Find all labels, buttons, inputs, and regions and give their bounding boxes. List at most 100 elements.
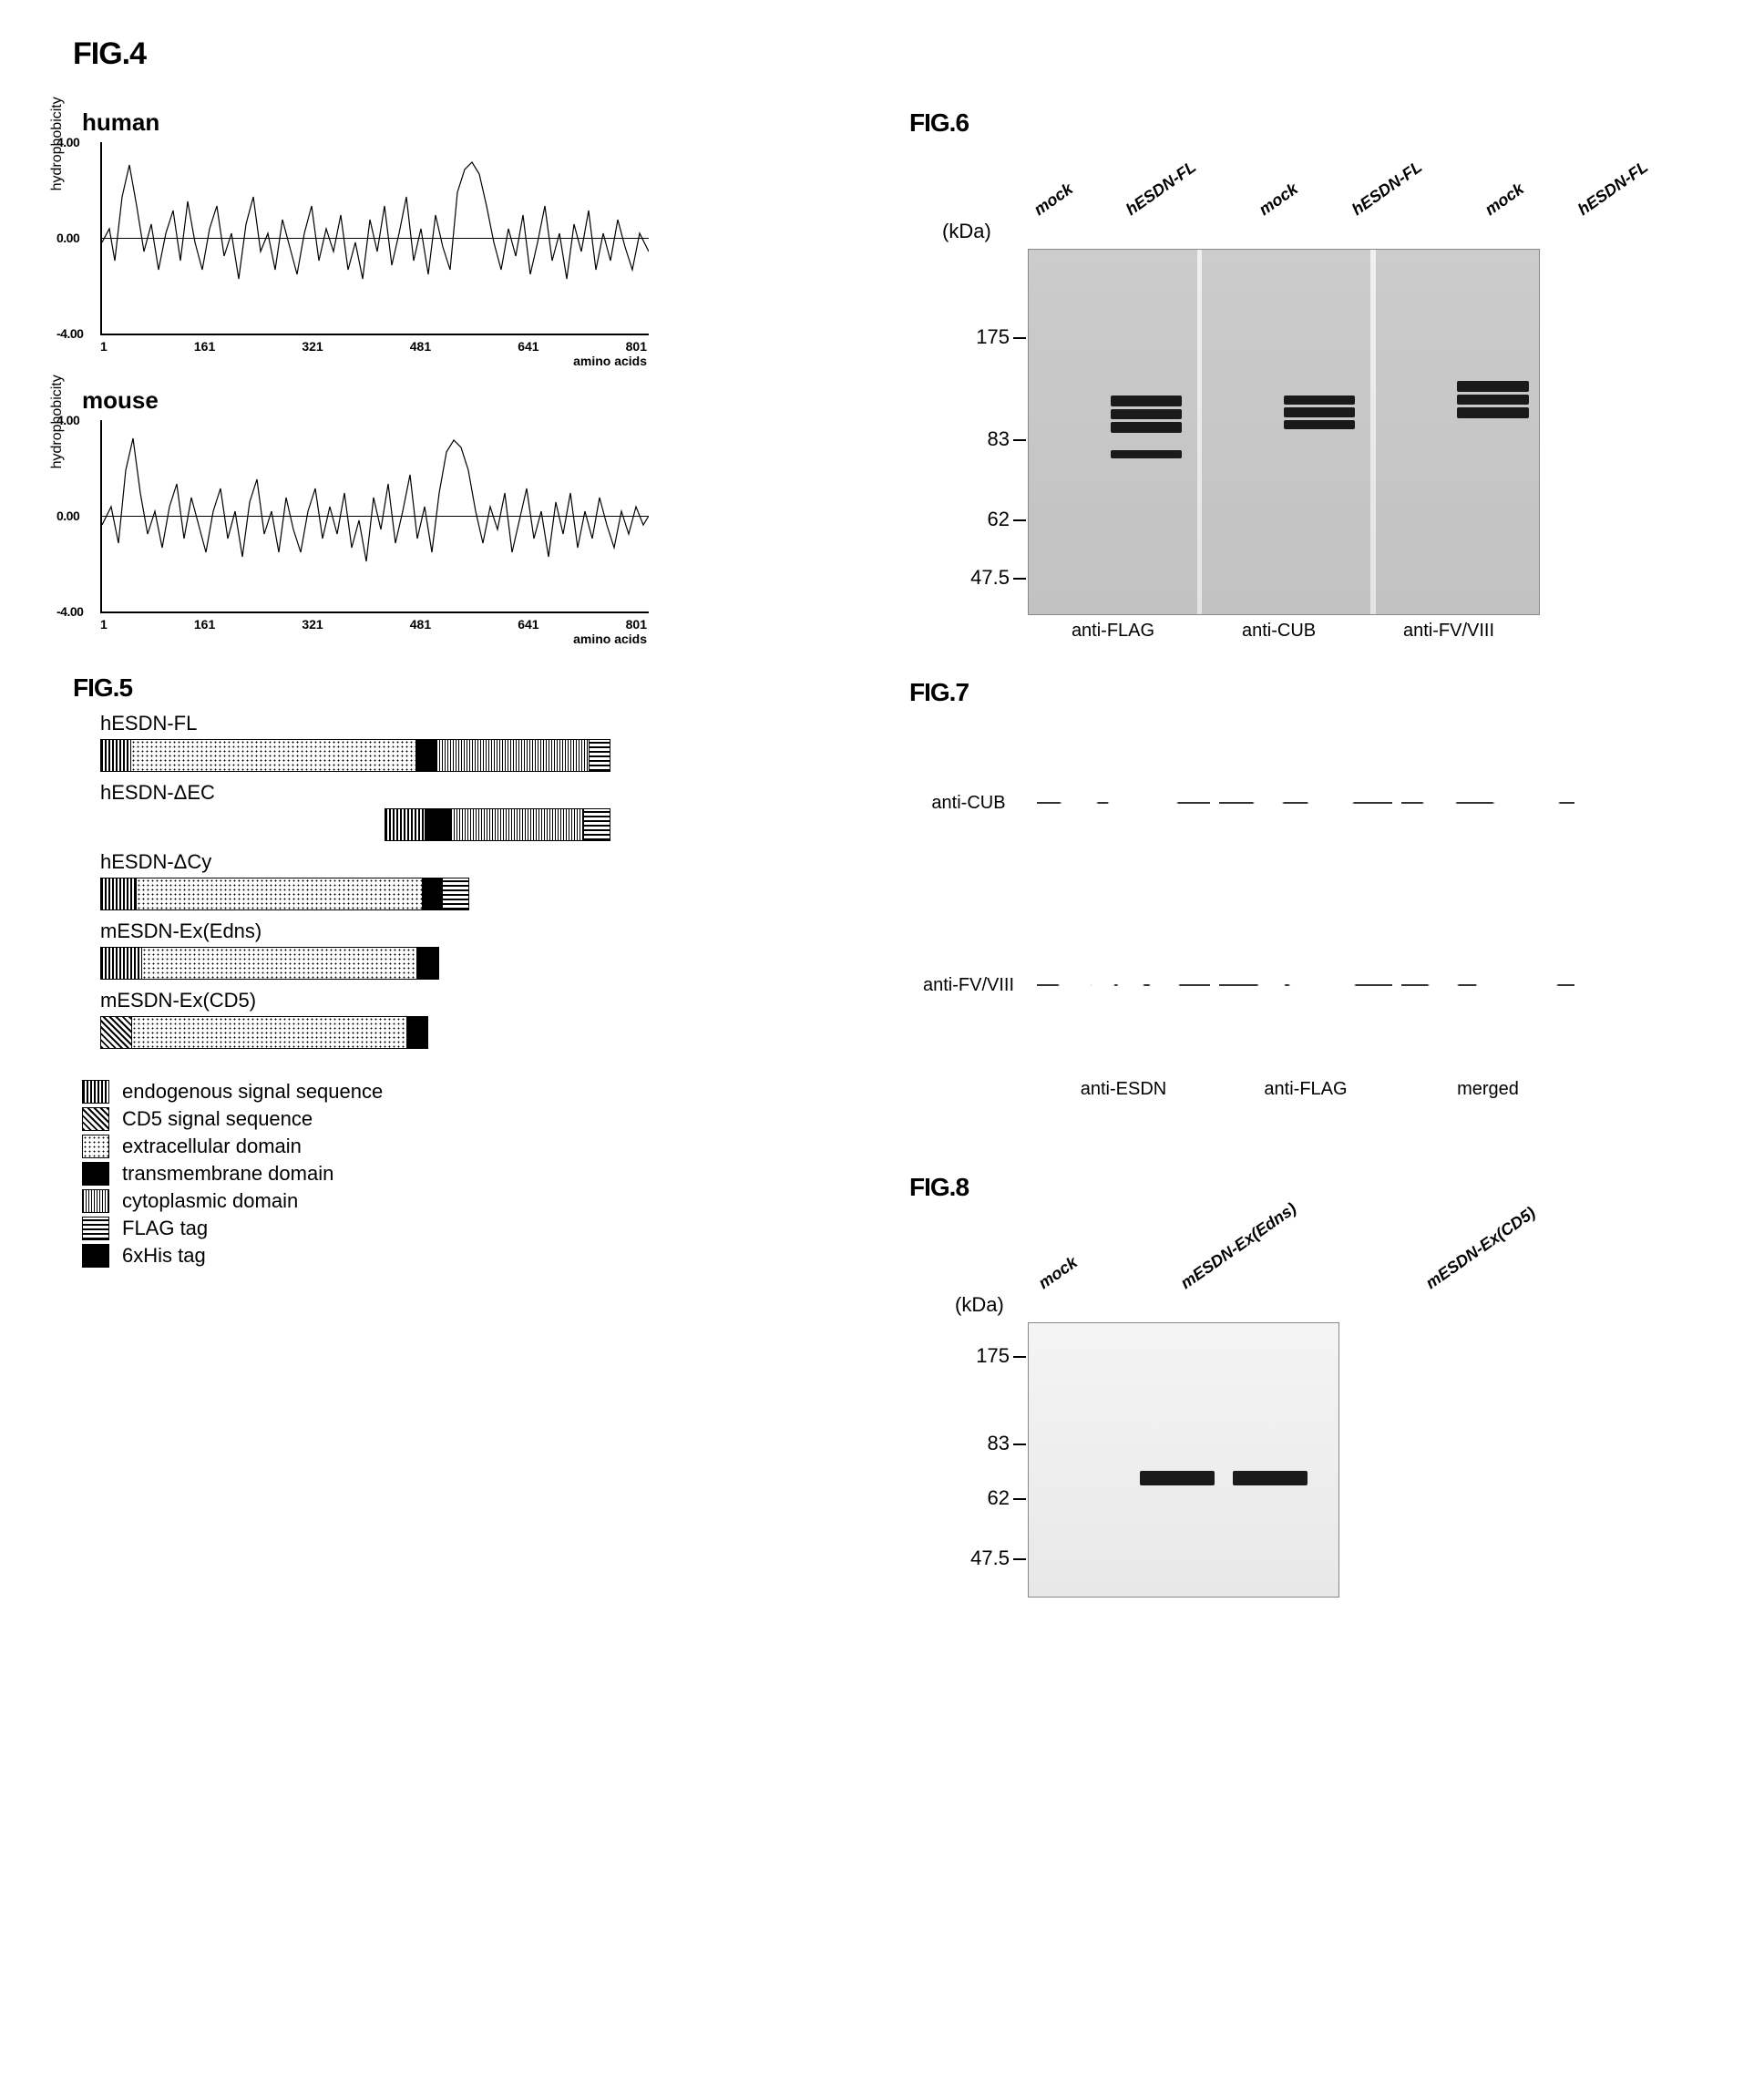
segment-his <box>407 1017 427 1048</box>
segment-flag <box>590 740 610 771</box>
segment-ec <box>131 740 415 771</box>
micro-row-label: anti-FV/VIII <box>909 975 1028 996</box>
legend-row: endogenous signal sequence <box>82 1080 855 1104</box>
legend-text: extracellular domain <box>122 1135 302 1158</box>
blot-band <box>1111 450 1182 458</box>
legend-text: endogenous signal sequence <box>122 1080 383 1104</box>
legend-swatch-his <box>82 1244 109 1268</box>
microscopy-cell <box>1219 984 1392 986</box>
fig6-blot: mockhESDN-FLmockhESDN-FLmockhESDN-FL (kD… <box>909 147 1691 642</box>
lane-label: mock <box>1256 180 1302 220</box>
fig7-label: FIG.7 <box>909 678 1691 707</box>
fig8-label: FIG.8 <box>909 1173 969 1202</box>
western-blot-image <box>1028 1322 1339 1598</box>
microscopy-cell <box>1037 984 1210 986</box>
fig4-label: FIG.4 <box>73 36 1691 72</box>
lane-label: hESDN-FL <box>1349 158 1426 220</box>
marker-tick: 175 <box>909 1344 1010 1368</box>
legend-swatch-endo-sig <box>82 1080 109 1104</box>
segment-ec <box>142 948 417 979</box>
domain-bar <box>100 1016 428 1049</box>
fig4-panel-human: human hydrophobicity 4.00 0.00 -4.00 1 1… <box>73 108 855 386</box>
blot-band <box>1457 381 1528 392</box>
legend-text: transmembrane domain <box>122 1162 333 1186</box>
marker-tick: 62 <box>909 1486 1010 1510</box>
construct-label: mESDN-Ex(Edns) <box>100 920 656 943</box>
blot-band <box>1284 396 1355 405</box>
domain-bar <box>100 947 439 980</box>
fig4-human-title: human <box>82 108 855 137</box>
legend-row: cytoplasmic domain <box>82 1189 855 1213</box>
blot-band <box>1111 396 1182 406</box>
blot-band <box>1233 1471 1308 1485</box>
fig8-lane-labels: mockmESDN-Ex(Edns)mESDN-Ex(CD5) <box>1046 1202 1691 1293</box>
microscopy-cell <box>1219 802 1392 804</box>
legend-swatch-cd5-sig <box>82 1107 109 1131</box>
construct-label: hESDN-ΔCy <box>100 850 656 874</box>
marker-tick: 47.5 <box>909 566 1010 590</box>
construct-label: hESDN-ΔEC <box>100 781 656 805</box>
legend-row: 6xHis tag <box>82 1244 855 1268</box>
domain-bar <box>100 739 610 772</box>
legend-row: extracellular domain <box>82 1135 855 1158</box>
microscopy-cell <box>1037 802 1210 804</box>
legend-swatch-tm <box>82 1162 109 1186</box>
marker-tick: 83 <box>909 1432 1010 1455</box>
lane-label: mock <box>1035 1253 1082 1293</box>
construct-label: mESDN-Ex(CD5) <box>100 989 656 1012</box>
microscopy-cell <box>1401 802 1574 804</box>
legend-swatch-flag <box>82 1217 109 1240</box>
blot-band <box>1284 407 1355 416</box>
blot-band <box>1111 409 1182 420</box>
fig7-microscopy: anti-CUB anti-FV/VIII anti-ESDN anti-FLAG… <box>909 716 1691 1100</box>
kda-heading: (kDa) <box>955 1293 1691 1317</box>
segment-cyto <box>436 740 589 771</box>
segment-tm <box>423 878 443 909</box>
fig5-legend: endogenous signal sequence CD5 signal seq… <box>82 1076 855 1271</box>
domain-bar <box>385 808 610 841</box>
fig8-blot: FIG.8 mockmESDN-Ex(Edns)mESDN-Ex(CD5) (k… <box>909 1173 1691 1598</box>
xlabel-mouse: amino acids <box>100 632 647 646</box>
construct-label: hESDN-FL <box>100 712 656 735</box>
blot-band <box>1457 407 1528 418</box>
xlabel-human: amino acids <box>100 354 647 368</box>
fig4-panel-mouse: mouse hydrophobicity 4.00 0.00 -4.00 1 1… <box>73 386 855 664</box>
hydropathy-chart-mouse: hydrophobicity 4.00 0.00 -4.00 <box>100 420 649 613</box>
segment-cyto <box>451 809 584 840</box>
legend-text: FLAG tag <box>122 1217 208 1240</box>
fig5-label: FIG.5 <box>73 673 855 703</box>
hydropathy-trace-mouse <box>102 420 649 611</box>
segment-cd5-sig <box>101 1017 132 1048</box>
legend-row: CD5 signal sequence <box>82 1107 855 1131</box>
legend-text: cytoplasmic domain <box>122 1189 298 1213</box>
segment-flag <box>443 878 468 909</box>
western-blot-image <box>1028 249 1540 615</box>
hydropathy-trace-human <box>102 142 649 334</box>
blot-band <box>1457 395 1528 406</box>
lane-label: mock <box>1482 180 1528 220</box>
microscopy-cell <box>1401 984 1574 986</box>
fig4-mouse-title: mouse <box>82 386 855 415</box>
segment-endo-sig <box>101 878 137 909</box>
lane-label: hESDN-FL <box>1574 158 1651 220</box>
segment-flag <box>584 809 610 840</box>
lane-label: hESDN-FL <box>1123 158 1200 220</box>
marker-tick: 62 <box>909 508 1010 531</box>
segment-endo-sig <box>101 740 131 771</box>
lane-label: mESDN-Ex(Edns) <box>1177 1199 1300 1293</box>
fig6-lane-labels: mock hESDN-FL mock hESDN-FL mock hESDN-FL <box>1028 147 1691 220</box>
blot-band <box>1111 422 1182 433</box>
legend-row: FLAG tag <box>82 1217 855 1240</box>
micro-row-label: anti-CUB <box>909 793 1028 814</box>
fig7-col-labels: anti-ESDN anti-FLAG merged <box>909 1079 1691 1100</box>
marker-tick: 83 <box>909 427 1010 451</box>
segment-tm <box>416 740 436 771</box>
blot-band <box>1140 1471 1215 1485</box>
segment-endo-sig <box>101 948 142 979</box>
segment-his <box>417 948 437 979</box>
legend-row: transmembrane domain <box>82 1162 855 1186</box>
segment-tm <box>426 809 451 840</box>
domain-bar <box>100 878 469 910</box>
lane-label: mock <box>1031 180 1077 220</box>
xticks-human: 1 161 321 481 641 801 <box>100 339 647 354</box>
